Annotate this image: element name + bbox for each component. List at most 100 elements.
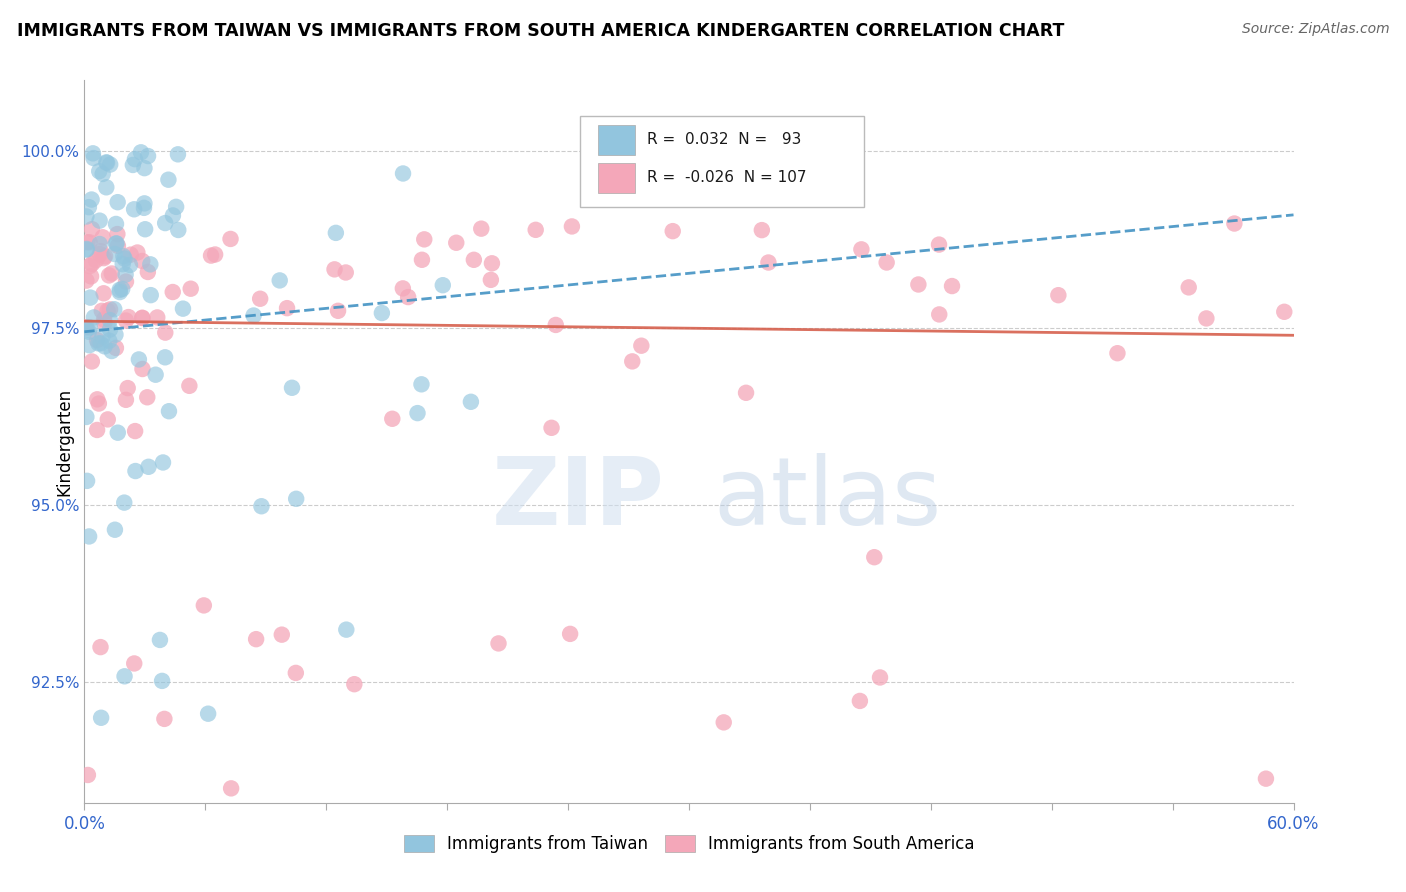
Point [470,221,492,235]
Point [118,258,141,272]
Point [80,257,103,271]
Point [200,249,222,263]
Point [250,500,273,514]
Point [249,292,271,306]
Point [79,320,101,334]
Point [80,354,103,368]
Point [107,425,129,440]
Point [153,351,176,365]
Point [1107,346,1129,360]
Point [928,307,950,321]
Point [413,232,436,246]
Point [335,265,357,279]
FancyBboxPatch shape [581,117,865,207]
Point [396,290,419,304]
Point [630,339,652,353]
Point [90,303,112,318]
Point [105,236,128,251]
Point [93,312,115,326]
Point [751,223,773,237]
Point [411,252,433,267]
Point [204,247,226,261]
Point [172,301,194,316]
Point [77,200,100,214]
Point [371,306,394,320]
Point [863,550,886,565]
Point [869,670,891,684]
Point [108,283,131,297]
Point [134,222,156,236]
Point [86,423,108,437]
Point [941,279,963,293]
Point [146,310,169,325]
Point [89,237,111,252]
Point [139,288,162,302]
Point [107,195,129,210]
Point [87,336,110,351]
Point [91,167,114,181]
Point [269,273,291,287]
Point [524,223,547,237]
Point [152,455,174,469]
Point [91,329,114,343]
Point [134,196,156,211]
Point [131,254,153,268]
Point [89,164,111,178]
Point [323,262,346,277]
Point [432,278,454,293]
Point [1272,305,1295,319]
Point [82,146,104,161]
Point [488,636,510,650]
Point [90,336,112,351]
Point [1177,280,1199,294]
Point [79,291,101,305]
Point [1047,288,1070,302]
Point [98,313,121,327]
Point [112,249,135,263]
Point [460,394,482,409]
Point [115,392,138,407]
Point [75,323,97,337]
Point [86,392,108,407]
Point [661,224,683,238]
Point [80,269,103,284]
Point [131,310,153,325]
Point [131,311,153,326]
Y-axis label: Kindergarten: Kindergarten [55,387,73,496]
Point [219,232,242,246]
Point [193,599,215,613]
Point [145,368,167,382]
Point [1254,772,1277,786]
Point [100,344,122,359]
Point [134,161,156,175]
Point [127,245,149,260]
Point [446,235,468,250]
Point [75,274,97,288]
Point [117,381,139,395]
Point [180,282,202,296]
Point [561,219,583,234]
Text: R =  -0.026  N = 107: R = -0.026 N = 107 [647,170,806,186]
Point [98,157,121,171]
Point [104,236,127,251]
Point [179,379,201,393]
Text: ZIP: ZIP [492,453,665,545]
Point [139,257,162,271]
Point [107,239,129,253]
Point [558,627,581,641]
Point [89,247,111,261]
Point [281,381,304,395]
Text: atlas: atlas [713,453,942,545]
Point [479,273,502,287]
Bar [599,125,634,155]
Point [79,259,101,273]
Point [544,318,567,332]
Point [326,303,349,318]
Point [103,302,125,317]
Point [108,285,131,299]
Point [149,632,172,647]
Point [138,459,160,474]
Point [136,265,159,279]
Point [157,172,180,186]
Point [124,424,146,438]
